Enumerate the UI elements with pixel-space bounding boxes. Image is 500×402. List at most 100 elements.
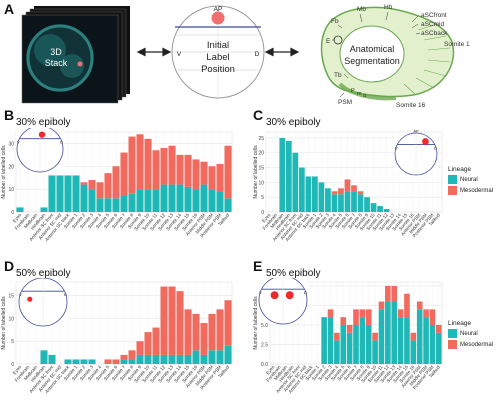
bar-mesodermal: [184, 154, 192, 187]
legend-swatch-neural: [448, 175, 457, 184]
inset-v-label: V: [19, 292, 22, 297]
bar-neural: [305, 176, 312, 212]
bar-mesodermal: [208, 313, 216, 351]
bar-neural: [128, 359, 136, 364]
bar-mesodermal: [224, 300, 232, 346]
label-e: E: [326, 38, 331, 45]
legend-title: Lineage: [448, 320, 472, 327]
labelled-cell-dot: [77, 61, 83, 67]
segmentation-text-1: Anatomical: [350, 44, 395, 54]
bar-neural: [136, 189, 144, 212]
bar-neural: [120, 359, 128, 364]
bar-neural: [112, 198, 120, 212]
inset-d-label: D: [60, 140, 63, 145]
bar-neural: [224, 198, 232, 212]
chart-d: 051015APVDEyesForebrainMidbrainHindbrain…: [1, 278, 233, 394]
y-axis-title: Number of labelled cells: [253, 296, 259, 350]
inset-label-dot: [422, 138, 429, 145]
bar-neural: [410, 340, 417, 364]
bar-mesodermal: [112, 359, 120, 364]
bar-neural: [176, 354, 184, 364]
bar-neural: [144, 354, 152, 364]
bar-neural: [397, 317, 404, 364]
initial-text-2: Label: [206, 52, 229, 63]
bar-neural: [64, 359, 72, 364]
bar-neural: [429, 324, 436, 364]
panel-e-title: 50% epiboly: [266, 268, 321, 279]
y-tick-label: 5: [11, 339, 14, 345]
bar-mesodermal: [160, 148, 168, 185]
bar-mesodermal: [391, 285, 398, 302]
bar-neural: [318, 182, 325, 212]
bar-neural: [377, 206, 383, 212]
y-tick-label: 10: [8, 187, 14, 193]
bar-neural: [321, 317, 327, 364]
bar-neural: [168, 184, 176, 212]
bar-neural: [136, 354, 144, 364]
legend-label-neural: Neural: [460, 176, 478, 183]
y-tick-label: 5.0: [261, 323, 268, 329]
y-tick-label: 0: [11, 362, 14, 368]
bar-mesodermal: [200, 161, 208, 185]
x-tick-label: Eyes: [12, 212, 23, 224]
bar-mesodermal: [112, 166, 120, 199]
bar-mesodermal: [344, 179, 351, 192]
bar-neural: [80, 184, 88, 212]
bar-neural: [48, 354, 56, 364]
bar-neural: [56, 175, 64, 212]
legend-c: Lineage Neural Mesodermal: [448, 166, 493, 195]
label-m: m: [357, 91, 362, 97]
label-fb: Fb: [331, 18, 339, 25]
panel-label-c: C: [253, 107, 264, 123]
bar-mesodermal: [144, 332, 152, 355]
y-tick-label: 20: [258, 151, 264, 157]
bar-neural: [340, 324, 347, 364]
initial-text-1: Initial: [207, 40, 229, 51]
bar-mesodermal: [365, 309, 372, 325]
bar-mesodermal: [423, 309, 429, 318]
panel-d-title: 50% epiboly: [16, 268, 71, 279]
initial-label-dot: [211, 11, 225, 25]
label-hb: Hb: [384, 4, 393, 11]
bar-mesodermal: [429, 309, 436, 325]
label-ascfront: aSCfront: [421, 12, 447, 19]
chart-b: 0102030APVDEyesForebrainMidbrainHindbrai…: [1, 128, 233, 242]
legend-e: Lineage Neural Mesodermal: [448, 320, 493, 349]
legend-item-neural: Neural: [448, 175, 493, 184]
bar-mesodermal: [436, 324, 442, 333]
label-psm: PSM: [338, 99, 352, 106]
y-tick-label: 20: [8, 164, 14, 170]
x-tick-label: Eyes: [261, 212, 272, 224]
bar-mesodermal: [338, 188, 344, 195]
bar-neural: [48, 175, 56, 212]
bar-neural: [327, 317, 334, 364]
inset-d-label: D: [434, 146, 437, 151]
bar-neural: [436, 332, 442, 364]
x-tick-label: Eyes: [265, 364, 276, 376]
panel-b-title: 30% epiboly: [16, 117, 71, 128]
legend-item-mesodermal: Mesodermal: [448, 186, 493, 195]
panel-label-e: E: [253, 258, 263, 274]
legend-swatch-mesodermal: [448, 186, 457, 195]
label-ascmid: aSCmid: [421, 21, 445, 28]
double-arrow-1: [136, 47, 172, 57]
bar-neural: [346, 332, 353, 364]
bar-mesodermal: [128, 350, 136, 360]
legend-title: Lineage: [448, 166, 472, 173]
image-stack: 3D Stack: [21, 6, 130, 104]
bar-mesodermal: [136, 134, 144, 190]
bar-neural: [279, 137, 286, 212]
bar-neural: [40, 207, 48, 212]
bar-neural: [160, 184, 168, 212]
label-ascback: aSCback: [421, 30, 448, 37]
panel-label-d: D: [4, 258, 15, 274]
y-tick-label: 0: [11, 210, 14, 216]
inset-v-label: V: [17, 140, 20, 145]
label-a: a: [363, 93, 367, 99]
bar-neural: [344, 191, 351, 212]
bar-mesodermal: [168, 145, 176, 185]
bar-mesodermal: [136, 341, 144, 355]
bar-mesodermal: [88, 180, 96, 190]
